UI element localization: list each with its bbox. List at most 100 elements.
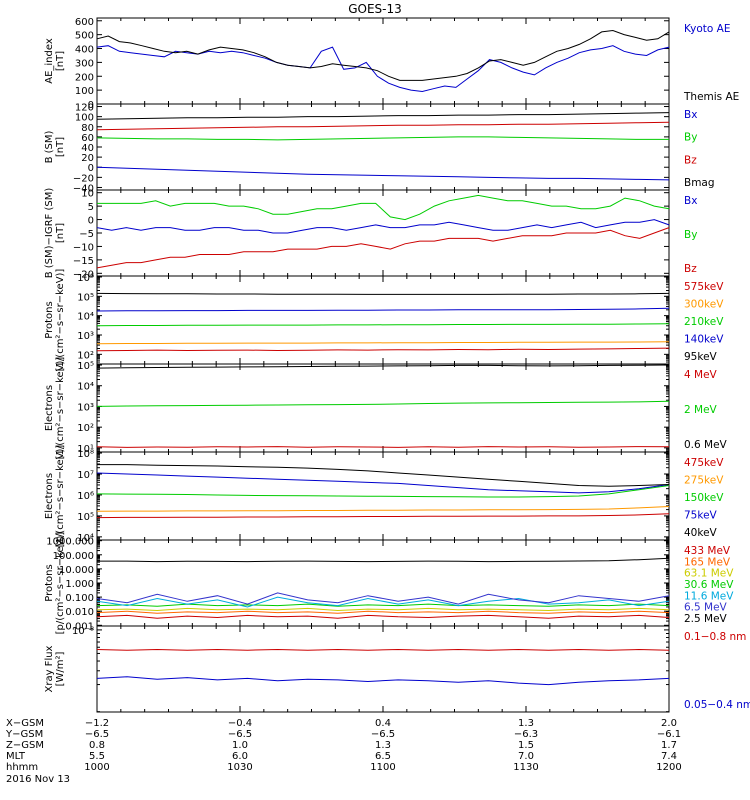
chart-title: GOES-13	[348, 2, 402, 16]
series-line	[96, 347, 670, 352]
panel-elec_hi: 10⁵ 10⁴ 10³ 10² 10¹ Electrons [1/(cm²−s−sr−keV…	[44, 357, 728, 460]
y-tick-label: 10⁴	[77, 533, 94, 544]
footer-value: 1.0	[232, 740, 248, 751]
footer-row-label: hhmm	[6, 762, 38, 773]
y-tick-label: 10⁵	[77, 512, 94, 523]
panel-frame	[96, 103, 670, 191]
y-axis-label: Electrons	[44, 385, 55, 431]
footer-value: −6.5	[371, 729, 395, 740]
legend-label: 575keV	[684, 281, 724, 293]
legend-label: By	[684, 132, 697, 144]
y-tick-label: 60	[81, 133, 94, 144]
legend-label: 95keV	[684, 351, 718, 363]
y-tick-label: 10.000	[59, 565, 94, 576]
series-line	[96, 292, 670, 295]
legend-label: 0.1−0.8 nm	[684, 631, 746, 643]
y-axis-label: B (SM)−IGRF (SM)	[44, 188, 55, 279]
legend-label: Kyoto AE	[684, 23, 730, 35]
series-line	[96, 513, 670, 519]
panel-elec_lo: 10⁸ 10⁷ 10⁶ 10⁵ 10⁴ Electrons [1/(cm²−s−sr−keV…	[44, 445, 724, 548]
y-tick-label: 400	[75, 45, 94, 56]
y-tick-label: 10³	[77, 331, 94, 342]
footer-value: 1130	[513, 762, 538, 773]
y-axis-label: B (SM)	[44, 130, 55, 163]
footer-value: −6.1	[657, 729, 681, 740]
footer-row-label: Z−GSM	[6, 740, 44, 751]
series-line	[96, 648, 670, 651]
y-tick-label: 0	[88, 216, 94, 227]
y-tick-label: −5	[79, 229, 94, 240]
y-tick-label: 600	[75, 17, 94, 28]
legend-label: 4 MeV	[684, 369, 718, 381]
y-tick-label: −40	[73, 183, 94, 194]
series-line	[96, 112, 670, 120]
series-line	[96, 121, 670, 131]
legend-label: 275keV	[684, 475, 724, 487]
y-tick-label: 10⁷	[77, 470, 94, 481]
panel-frame	[96, 625, 670, 713]
y-tick-label: 10	[81, 189, 94, 200]
series-line	[96, 29, 670, 81]
y-tick-label: −15	[73, 256, 94, 267]
footer-value: −6.5	[85, 729, 109, 740]
footer-value: 1100	[370, 762, 395, 773]
footer-value: 1.5	[518, 740, 534, 751]
footer-row-label: Y−GSM	[5, 729, 43, 740]
y-axis-label: [1/(cm²−s−sr−keV)]	[55, 357, 66, 460]
y-tick-label: 10⁶	[77, 491, 94, 502]
legend-label: Bz	[684, 263, 697, 275]
legend-label: 63.1 MeV	[684, 568, 734, 580]
series-line	[96, 610, 670, 614]
y-tick-label: 1000.000	[46, 537, 94, 548]
series-line	[96, 607, 670, 612]
y-axis-label: [W/m²]	[55, 651, 66, 686]
y-tick-label: 200	[75, 72, 94, 83]
legend-label: Bz	[684, 154, 697, 166]
footer-value: 1.3	[375, 740, 391, 751]
legend-label: 6.5 MeV	[684, 602, 728, 614]
y-tick-label: −20	[73, 173, 94, 184]
y-tick-label: 500	[75, 31, 94, 42]
footer-value: 1000	[84, 762, 109, 773]
footer-axis-table: X−GSM −1.2 −0.4 0.4 1.3 2.0 Y−GSM −6.5 −6.5 −6.5 −…	[5, 718, 682, 785]
y-tick-label: 0.001	[65, 621, 94, 632]
panel-frame	[96, 539, 670, 627]
y-tick-label: 1.000	[65, 579, 94, 590]
footer-value: 1030	[227, 762, 252, 773]
legend-label: 0.6 MeV	[684, 439, 728, 451]
y-tick-label: 40	[81, 143, 94, 154]
footer-row-label: X−GSM	[6, 718, 44, 729]
y-axis-label: [p/(cm²−s−sr−keV)]	[55, 532, 66, 635]
series-line	[96, 219, 670, 234]
panel-frame	[96, 17, 670, 105]
legend-label: 30.6 MeV	[684, 579, 734, 591]
legend-label: 11.6 MeV	[684, 590, 734, 602]
series-line	[97, 464, 670, 487]
y-tick-label: 0.010	[65, 607, 94, 618]
series-line	[96, 307, 670, 312]
y-tick-label: 0	[88, 163, 94, 174]
footer-row-label: MLT	[6, 751, 26, 762]
y-tick-label: 120	[75, 103, 94, 114]
y-axis-label: Protons	[44, 564, 55, 601]
series-line	[97, 557, 670, 563]
series-line	[96, 446, 670, 448]
footer-value: 1.3	[518, 718, 534, 729]
y-axis-label: [1/(cm²−s−sr−keV)]	[55, 445, 66, 548]
y-tick-label: 300	[75, 58, 94, 69]
legend-label: 475keV	[684, 457, 724, 469]
series-line	[96, 136, 669, 141]
series-line	[96, 603, 670, 607]
footer-value: 1.7	[661, 740, 677, 751]
legend-label: Bx	[684, 195, 697, 207]
legend-label: 2.5 MeV	[684, 613, 728, 625]
footer-date: 2016 Nov 13	[6, 774, 70, 785]
y-tick-label: 10⁻⁸	[72, 626, 94, 637]
panel-frame	[96, 363, 670, 453]
y-axis-label: Electrons	[44, 473, 55, 519]
footer-value: 6.0	[232, 751, 248, 762]
footer-value: 1200	[656, 762, 681, 773]
